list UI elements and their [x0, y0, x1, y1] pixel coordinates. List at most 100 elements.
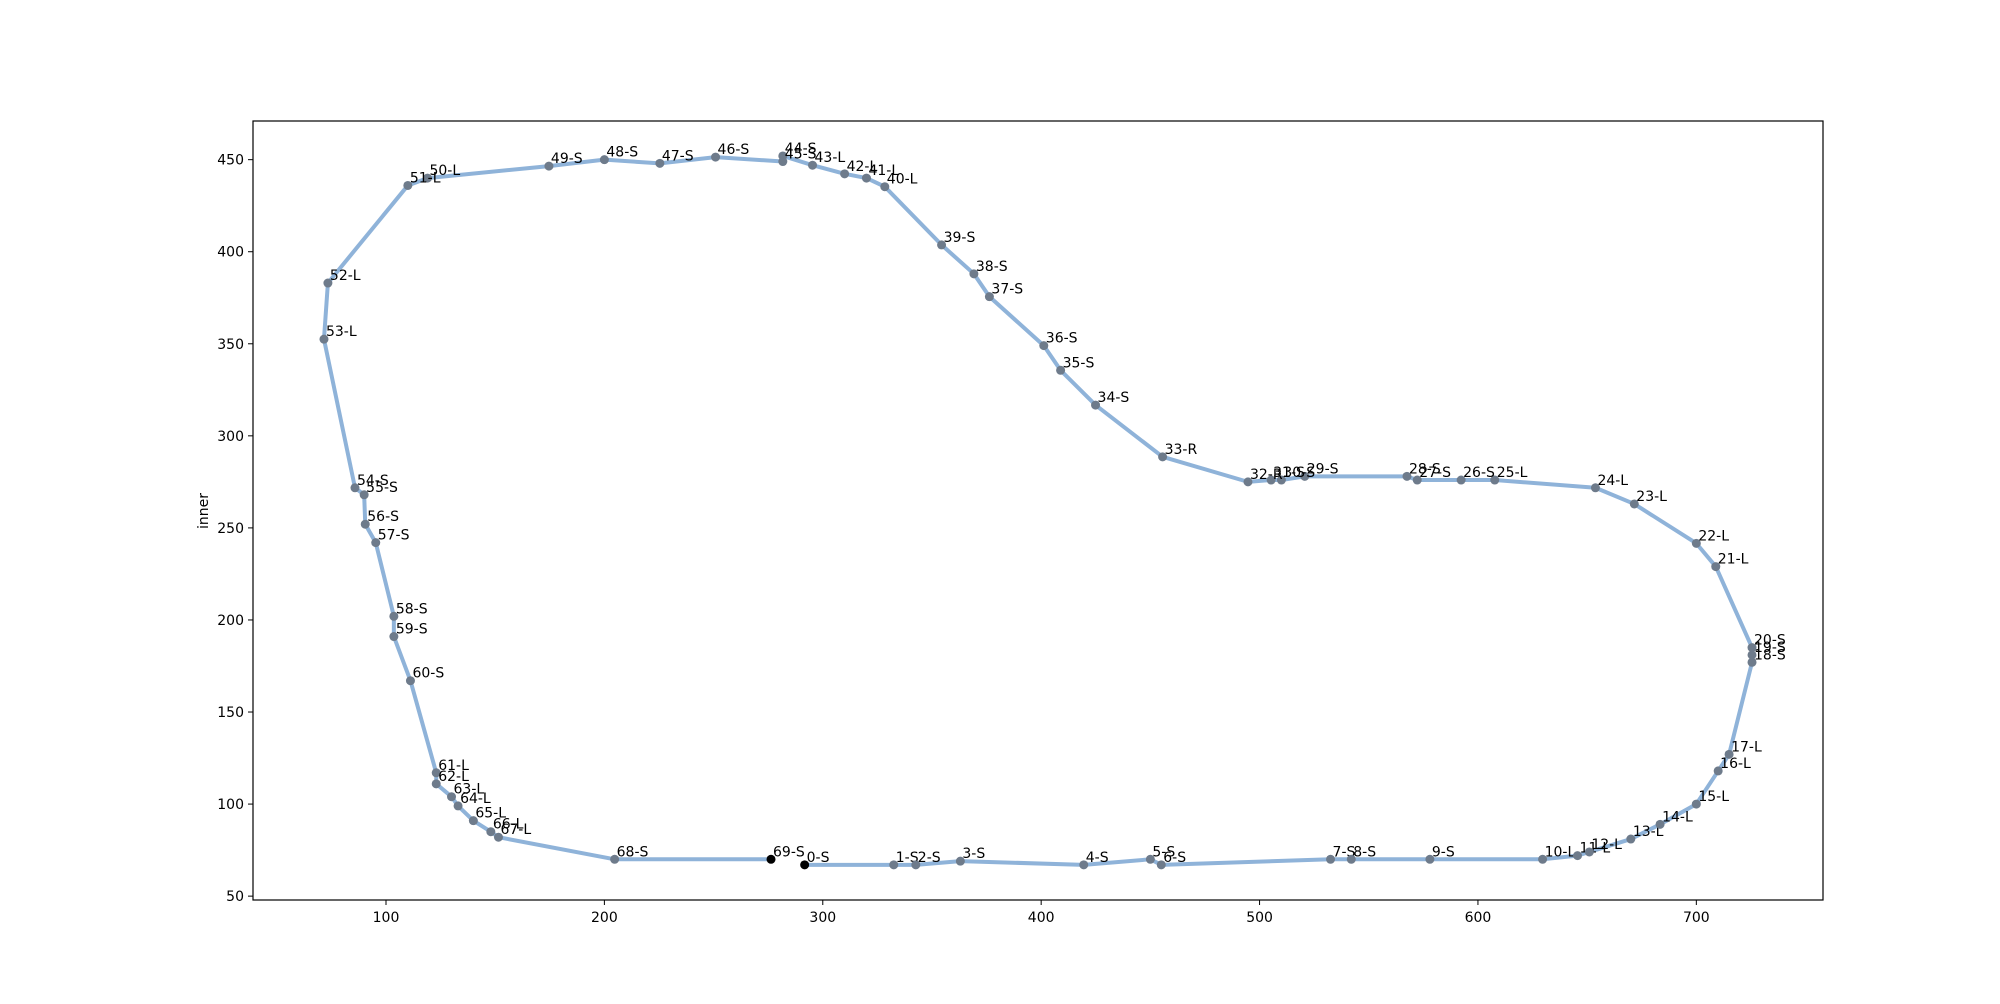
point: [1412, 475, 1422, 485]
track-line: [321, 153, 1755, 867]
point: [1584, 847, 1594, 857]
point: [403, 180, 413, 190]
point-label: 27-S: [1419, 465, 1451, 481]
point: [1573, 851, 1583, 861]
y-tick-label: 50: [226, 889, 244, 905]
point: [486, 827, 496, 837]
point-label: 41-L: [868, 163, 899, 179]
point: [1079, 860, 1089, 870]
point-label: 69-S: [773, 844, 805, 860]
point: [911, 860, 921, 870]
point: [840, 169, 850, 179]
y-tick-label: 100: [217, 797, 244, 813]
point-label: 48-S: [606, 145, 638, 161]
point-label: 12-L: [1591, 837, 1622, 853]
point: [1747, 643, 1757, 653]
point-label: 62-L: [438, 769, 469, 785]
point-label: 55-S: [366, 480, 398, 496]
point-label: 63-L: [454, 782, 485, 798]
axes-frame: [252, 120, 1824, 901]
point: [319, 334, 329, 344]
point: [1300, 471, 1310, 481]
point-label: 37-S: [991, 282, 1023, 298]
point: [984, 292, 994, 302]
point-label: 66-L: [493, 817, 524, 833]
point-label: 52-L: [330, 268, 361, 284]
y-axis-label: inner: [196, 493, 212, 529]
point: [1590, 483, 1600, 493]
point: [447, 792, 457, 802]
y-tick-label: 200: [217, 613, 244, 629]
point-label: 56-S: [367, 509, 399, 525]
point: [1629, 499, 1639, 509]
point-label: 40-L: [887, 172, 918, 188]
x-tick-label: 400: [1028, 910, 1055, 926]
point: [1056, 365, 1066, 375]
point-label: 0-S: [807, 850, 830, 866]
point-label: 6-S: [1163, 850, 1186, 866]
point-label: 2-S: [918, 850, 941, 866]
point-label: 67-L: [500, 822, 531, 838]
point: [937, 240, 947, 250]
point-label: 59-S: [396, 622, 428, 638]
point-label: 3-S: [962, 846, 985, 862]
point: [1655, 819, 1665, 829]
point: [350, 483, 360, 493]
point: [1346, 854, 1356, 864]
point: [1326, 854, 1336, 864]
x-tick-label: 300: [809, 910, 836, 926]
point: [1156, 860, 1166, 870]
y-tick-label: 450: [217, 153, 244, 169]
point-label: 38-S: [976, 259, 1008, 275]
point-label: 4-S: [1086, 850, 1109, 866]
point: [1039, 341, 1049, 351]
point-label: 30-S: [1283, 465, 1315, 481]
point: [544, 161, 554, 171]
point-label: 9-S: [1432, 844, 1455, 860]
x-tick-label: 600: [1465, 910, 1492, 926]
point: [1490, 475, 1500, 485]
point-label: 47-S: [662, 148, 694, 164]
point: [468, 816, 478, 826]
point-label: 10-L: [1545, 844, 1576, 860]
point: [1626, 834, 1636, 844]
point: [371, 538, 381, 548]
point: [360, 519, 370, 529]
point-label: 50-L: [429, 163, 460, 179]
point-label: 28-S: [1409, 461, 1441, 477]
point: [599, 155, 609, 165]
point-label: 19-S: [1754, 640, 1786, 656]
point-label: 26-S: [1463, 465, 1495, 481]
point: [1456, 475, 1466, 485]
x-tick-label: 500: [1246, 910, 1273, 926]
point: [778, 157, 788, 167]
point-label: 20-S: [1754, 633, 1786, 649]
point-label: 23-L: [1636, 489, 1667, 505]
point: [1713, 766, 1723, 776]
point: [1724, 749, 1734, 759]
point: [1158, 452, 1168, 462]
point-label: 58-S: [396, 601, 428, 617]
point: [1243, 477, 1253, 487]
point-label: 16-L: [1720, 756, 1751, 772]
point-label: 25-L: [1497, 465, 1528, 481]
y-tick-label: 350: [217, 337, 244, 353]
point-label: 45-S: [785, 147, 817, 163]
point: [1091, 400, 1101, 410]
point-label: 34-S: [1098, 390, 1130, 406]
point: [493, 832, 503, 842]
point-label: 44-S: [785, 141, 817, 157]
point: [453, 801, 463, 811]
point: [955, 856, 965, 866]
point: [389, 632, 399, 642]
point: [431, 779, 441, 789]
point-label: 31-S: [1273, 465, 1305, 481]
point: [766, 854, 776, 864]
point: [323, 278, 333, 288]
point: [405, 676, 415, 686]
point: [1145, 854, 1155, 864]
point: [1691, 538, 1701, 548]
point: [1711, 562, 1721, 572]
point-label: 68-S: [617, 844, 649, 860]
point: [655, 158, 665, 168]
